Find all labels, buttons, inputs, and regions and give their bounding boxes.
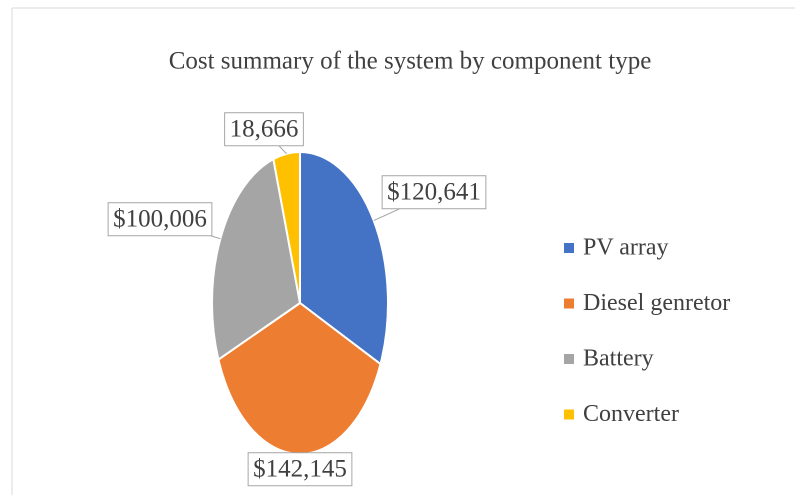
legend-label: Battery xyxy=(583,346,654,372)
legend: PV array Diesel genretor Battery Converter xyxy=(564,235,730,427)
legend-swatch xyxy=(564,298,574,309)
data-label-box xyxy=(224,112,304,147)
data-label: $142,145 xyxy=(253,456,347,483)
data-labels: $120,641 $142,145 $100,006 18,666 xyxy=(107,112,487,487)
pie-slice xyxy=(272,150,301,304)
legend-swatch xyxy=(564,354,574,364)
data-label: 18,666 xyxy=(230,116,299,143)
pie-slice xyxy=(211,157,302,362)
data-label: $100,006 xyxy=(113,206,207,233)
data-label: $120,641 xyxy=(387,179,481,206)
legend-label: Diesel genretor xyxy=(583,290,730,316)
data-label-box xyxy=(107,202,213,237)
legend-swatch xyxy=(564,243,574,253)
pie xyxy=(211,150,389,455)
legend-label: PV array xyxy=(583,235,669,261)
legend-label: Converter xyxy=(583,401,679,427)
legend-swatch xyxy=(564,409,574,420)
chart-title: Cost summary of the system by component … xyxy=(169,48,652,75)
data-label-box xyxy=(247,452,353,487)
data-label-box xyxy=(381,175,487,210)
